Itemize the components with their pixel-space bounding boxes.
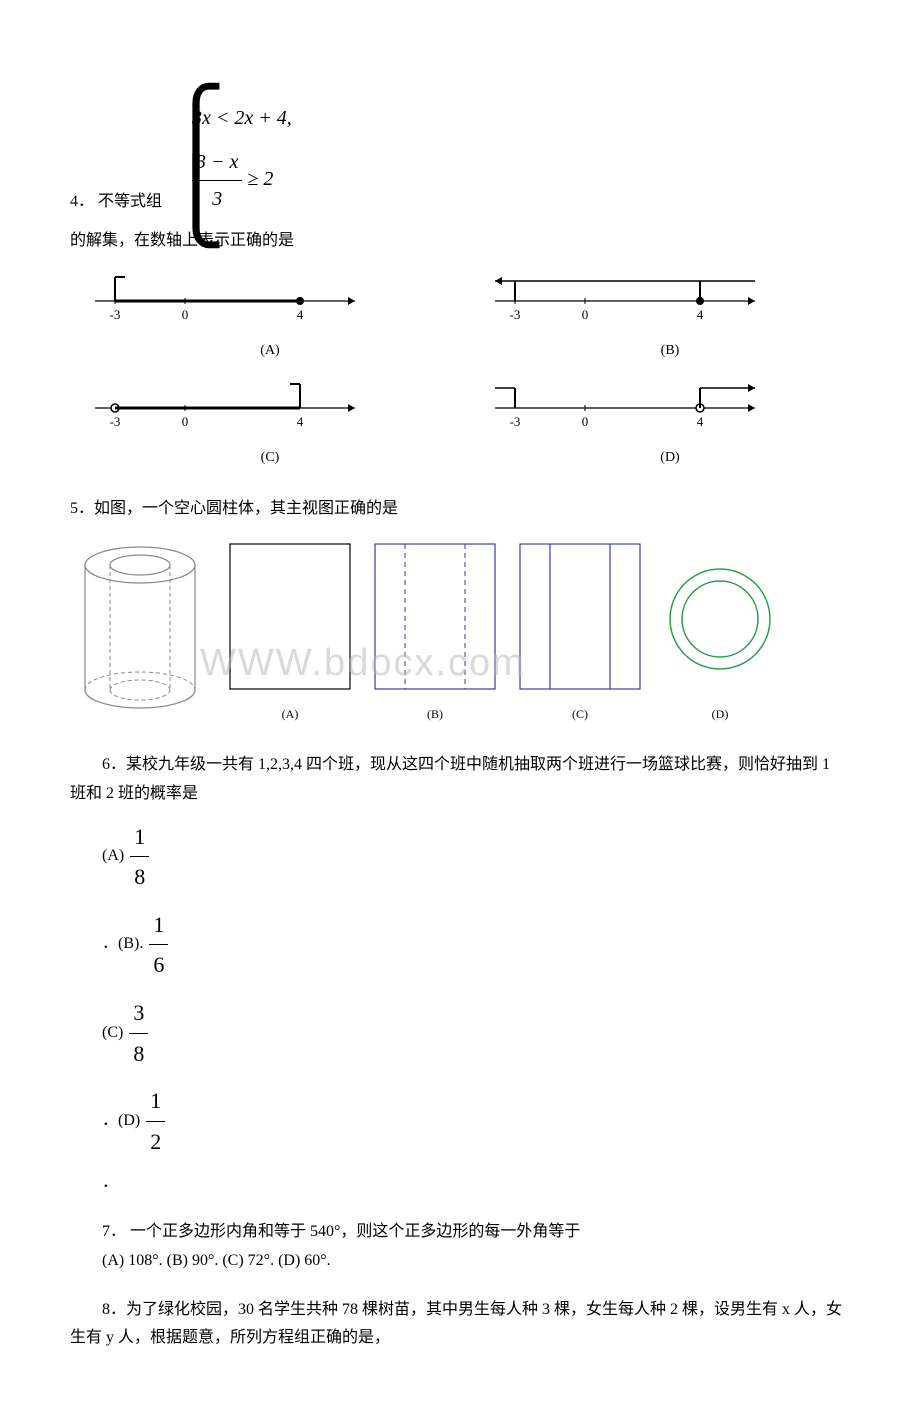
question-5: 5．如图，一个空心圆柱体，其主视图正确的是 WWW.bdocx.com (70, 495, 850, 726)
q5-text: 5．如图，一个空心圆柱体，其主视图正确的是 (70, 495, 850, 524)
q8-text: 8．为了绿化校园，30 名学生共种 78 棵树苗，其中男生每人种 3 棵，女生每… (70, 1296, 850, 1354)
numberline-b-svg: -3 0 4 (490, 271, 770, 331)
shape-b: (B) (370, 539, 500, 726)
svg-text:0: 0 (182, 307, 189, 322)
svg-text:-3: -3 (510, 414, 521, 429)
question-7: 7． 一个正多边形内角和等于 540°，则这个正多边形的每一外角等于 (A) 1… (70, 1218, 850, 1276)
svg-text:-3: -3 (110, 414, 121, 429)
numberline-d: -3 0 4 (D) (490, 378, 850, 470)
q4-numberlines: -3 0 4 (A) -3 0 4 (B) (90, 271, 850, 470)
svg-text:-3: -3 (510, 307, 521, 322)
q4-number: 4． (70, 188, 94, 217)
numberline-c-svg: -3 0 4 (90, 378, 370, 438)
question-8: 8．为了绿化校园，30 名学生共种 78 棵树苗，其中男生每人种 3 棵，女生每… (70, 1296, 850, 1354)
q4-prefix: 不等式组 (98, 188, 162, 217)
numberline-a: -3 0 4 (A) (90, 271, 450, 363)
q5-shapes: (A) (B) (C) (70, 539, 850, 726)
svg-text:4: 4 (697, 307, 704, 322)
question-6: 6．某校九年级一共有 1,2,3,4 四个班，现从这四个班中随机抽取两个班进行一… (70, 751, 850, 1198)
svg-text:0: 0 (582, 414, 589, 429)
q6-choice-a: (A) 1 8 (102, 817, 850, 897)
q5-shapes-container: WWW.bdocx.com (70, 539, 850, 726)
svg-text:-3: -3 (110, 307, 121, 322)
numberline-b: -3 0 4 (B) (490, 271, 850, 363)
svg-text:0: 0 (582, 307, 589, 322)
q6-choice-b: ．(B). 1 6 (102, 905, 850, 985)
shape-d: (D) (660, 539, 780, 726)
q6-final-dot: ． (102, 1169, 850, 1198)
q7-choices: (A) 108°. (B) 90°. (C) 72°. (D) 60°. (70, 1247, 850, 1276)
brace-icon: ⎧⎩ (166, 95, 226, 222)
shape-a: (A) (225, 539, 355, 726)
cylinder-figure (70, 540, 210, 726)
q7-text: 7． 一个正多边形内角和等于 540°，则这个正多边形的每一外角等于 (70, 1218, 850, 1247)
svg-text:4: 4 (697, 414, 704, 429)
numberline-c: -3 0 4 (C) (90, 378, 450, 470)
svg-text:4: 4 (297, 307, 304, 322)
q4-intro: 4． 不等式组 ⎧⎩ 3x < 2x + 4, 3 − x 3 ≥ 2 (70, 100, 850, 217)
numberline-d-svg: -3 0 4 (490, 378, 770, 438)
q6-text: 6．某校九年级一共有 1,2,3,4 四个班，现从这四个班中随机抽取两个班进行一… (70, 751, 850, 809)
svg-text:0: 0 (182, 414, 189, 429)
q6-choice-d: ．(D) 1 2 (102, 1081, 850, 1161)
q6-choice-c: (C) 3 8 (102, 993, 850, 1073)
shape-c: (C) (515, 539, 645, 726)
q4-equation-system: ⎧⎩ 3x < 2x + 4, 3 − x 3 ≥ 2 (166, 100, 292, 217)
svg-text:4: 4 (297, 414, 304, 429)
question-4: 4． 不等式组 ⎧⎩ 3x < 2x + 4, 3 − x 3 ≥ 2 (70, 100, 850, 470)
numberline-a-svg: -3 0 4 (90, 271, 370, 331)
